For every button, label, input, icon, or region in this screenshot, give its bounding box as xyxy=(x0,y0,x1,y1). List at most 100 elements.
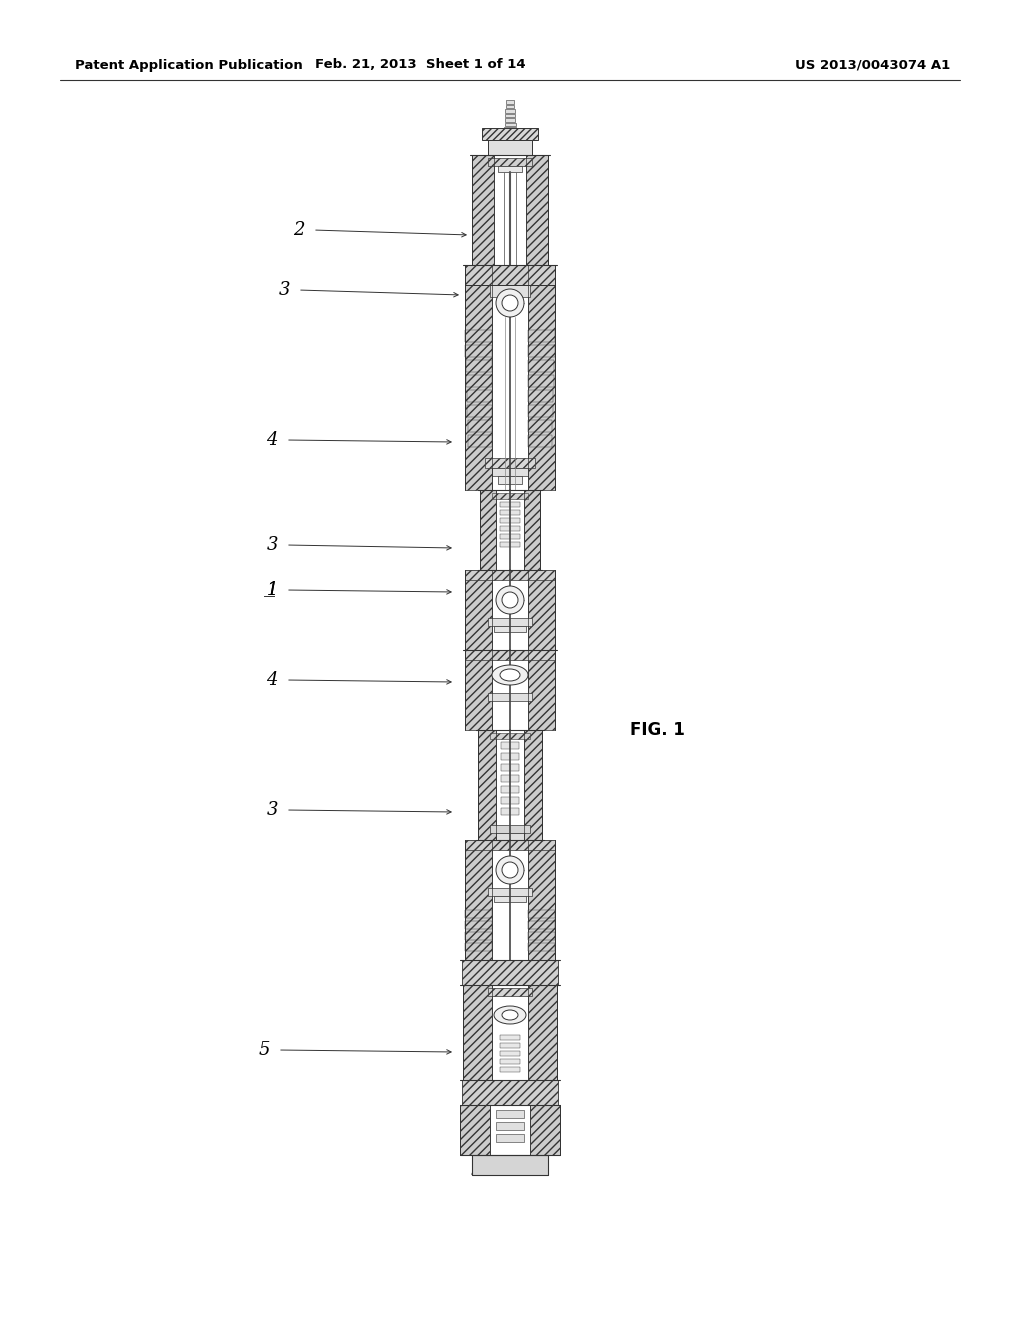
Bar xyxy=(500,543,520,546)
Bar xyxy=(528,921,555,929)
Bar xyxy=(498,166,522,172)
Bar xyxy=(528,985,557,1080)
Text: Feb. 21, 2013  Sheet 1 of 14: Feb. 21, 2013 Sheet 1 of 14 xyxy=(314,58,525,71)
Bar xyxy=(496,1110,524,1118)
Bar xyxy=(501,808,519,814)
Bar xyxy=(505,114,515,117)
Ellipse shape xyxy=(496,586,524,614)
Bar xyxy=(485,458,535,469)
Text: 2: 2 xyxy=(294,220,305,239)
Text: 3: 3 xyxy=(266,536,278,554)
Bar xyxy=(506,104,514,108)
Text: 5: 5 xyxy=(258,1041,270,1059)
Bar xyxy=(500,517,520,523)
Bar xyxy=(465,840,492,960)
Bar xyxy=(467,389,492,403)
Bar xyxy=(496,730,524,840)
Bar xyxy=(462,1080,558,1105)
Ellipse shape xyxy=(502,294,518,312)
Bar xyxy=(500,1051,520,1056)
Bar xyxy=(503,145,517,149)
Bar xyxy=(490,1105,530,1155)
Bar xyxy=(468,436,492,447)
Bar xyxy=(465,921,492,929)
Bar xyxy=(496,1134,524,1142)
Bar xyxy=(465,330,492,342)
Ellipse shape xyxy=(492,665,528,685)
Bar xyxy=(501,797,519,804)
Ellipse shape xyxy=(502,591,518,609)
Ellipse shape xyxy=(502,1010,518,1020)
Bar xyxy=(467,405,492,417)
Bar xyxy=(501,764,519,771)
Bar xyxy=(528,330,555,342)
Bar xyxy=(496,1122,524,1130)
Bar xyxy=(465,909,492,917)
Bar xyxy=(500,502,520,507)
Bar xyxy=(496,490,524,570)
Bar xyxy=(524,730,542,840)
Bar xyxy=(492,492,528,499)
Bar xyxy=(490,285,530,297)
Bar xyxy=(528,909,555,917)
Bar xyxy=(501,752,519,760)
Bar xyxy=(465,649,555,660)
Bar xyxy=(524,490,540,570)
Bar xyxy=(465,942,492,950)
Bar xyxy=(528,265,555,490)
Bar xyxy=(528,405,553,417)
Bar xyxy=(465,932,492,940)
Bar xyxy=(494,896,526,902)
Bar xyxy=(500,1059,520,1064)
Bar xyxy=(494,626,526,632)
Bar xyxy=(465,570,555,579)
Bar xyxy=(465,265,555,285)
Bar xyxy=(482,128,538,140)
Bar xyxy=(504,132,516,135)
Bar xyxy=(466,345,492,356)
Text: 4: 4 xyxy=(266,671,278,689)
Text: 3: 3 xyxy=(279,281,290,300)
Bar xyxy=(528,649,555,730)
Bar xyxy=(528,840,555,960)
Bar xyxy=(506,100,514,103)
Bar xyxy=(492,570,528,649)
Bar xyxy=(488,140,532,154)
Bar xyxy=(505,123,515,125)
Bar xyxy=(492,840,528,960)
Bar xyxy=(488,618,532,626)
Bar xyxy=(466,375,492,387)
Bar xyxy=(488,693,532,701)
Bar xyxy=(462,960,558,985)
Bar xyxy=(465,265,492,490)
Bar xyxy=(526,154,548,265)
Bar xyxy=(528,420,552,432)
Bar xyxy=(468,420,492,432)
Bar xyxy=(506,110,515,112)
Bar xyxy=(460,1105,490,1155)
Bar xyxy=(480,490,496,570)
Bar xyxy=(492,649,528,730)
Bar xyxy=(490,825,530,833)
Bar xyxy=(501,775,519,781)
Bar xyxy=(501,785,519,793)
Bar xyxy=(490,733,530,739)
Bar xyxy=(528,389,553,403)
Bar xyxy=(465,649,492,730)
Bar xyxy=(503,149,517,153)
Bar xyxy=(528,436,552,447)
Text: US 2013/0043074 A1: US 2013/0043074 A1 xyxy=(795,58,950,71)
Ellipse shape xyxy=(500,669,520,681)
Bar xyxy=(505,117,515,121)
Bar xyxy=(498,477,522,484)
Ellipse shape xyxy=(496,289,524,317)
Text: FIG. 1: FIG. 1 xyxy=(630,721,685,739)
Bar xyxy=(504,140,517,144)
Bar xyxy=(465,570,492,649)
Bar xyxy=(500,1043,520,1048)
Bar xyxy=(500,510,520,515)
Text: 3: 3 xyxy=(266,801,278,818)
Text: Patent Application Publication: Patent Application Publication xyxy=(75,58,303,71)
Bar xyxy=(472,1155,548,1175)
Bar xyxy=(504,136,516,140)
